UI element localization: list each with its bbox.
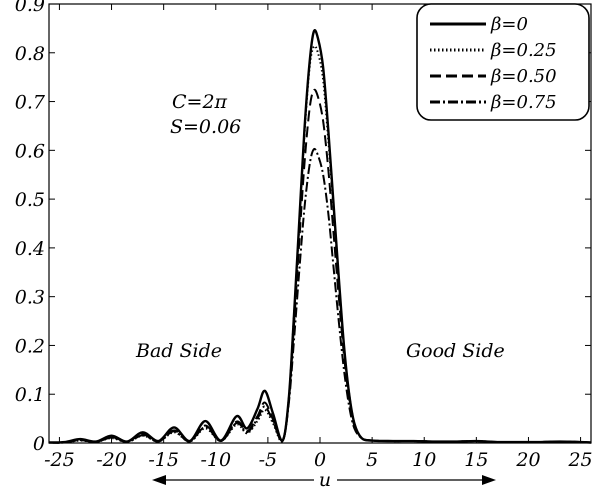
y-tick-label: 0.6 [15,140,45,162]
x-tick-label: 5 [366,449,378,471]
x-axis-label: u [319,469,331,489]
x-axis-arrow-left-head [152,475,166,485]
x-tick-label: -10 [200,449,231,471]
y-tick-label: 0 [33,433,45,455]
x-axis-label-group: u [152,469,496,489]
x-tick-label: -15 [148,449,179,471]
x-tick-label: -5 [259,449,278,471]
x-axis-arrow-right-head [482,475,496,485]
y-tick-label: 0.7 [15,92,46,114]
legend: β=0 β=0.25 β=0.50 β=0.75 [416,3,590,121]
y-tick-label: 0.1 [15,384,45,406]
y-tick-label: 0.4 [15,238,45,260]
axis-ticks: -25 -20 -15 -10 -5 0 5 10 15 20 25 0 0.1 0.2 0.3 0.4 0.5… [15,0,593,471]
legend-label-beta-0: β=0 [490,14,528,35]
legend-box [416,3,590,121]
legend-label-beta-0-75: β=0.75 [490,92,557,113]
x-tick-label: 20 [515,449,540,471]
x-tick-label: 15 [464,449,488,471]
x-tick-label: 0 [314,449,326,471]
x-tick-label: -25 [44,449,75,471]
y-tick-label: 0.9 [15,0,45,16]
y-tick-label: 0.8 [15,43,45,65]
series-line-2 [48,88,592,444]
annotation-good-side: Good Side [406,340,505,362]
x-tick-label: -20 [96,449,127,471]
y-tick-label: 0.5 [15,189,45,211]
y-tick-label: 0.3 [15,287,45,309]
x-tick-label: 25 [567,449,592,471]
series-lines [48,29,592,444]
annotation-bad-side: Bad Side [135,340,222,362]
x-tick-label: 10 [412,449,436,471]
series-line-3 [48,147,592,444]
y-tick-label: 0.2 [15,335,45,357]
legend-label-beta-0-25: β=0.25 [490,40,557,61]
annotation-s-value: S=0.06 [170,116,241,138]
legend-label-beta-0-50: β=0.50 [490,66,557,87]
annotation-c-value: C=2π [172,91,228,113]
